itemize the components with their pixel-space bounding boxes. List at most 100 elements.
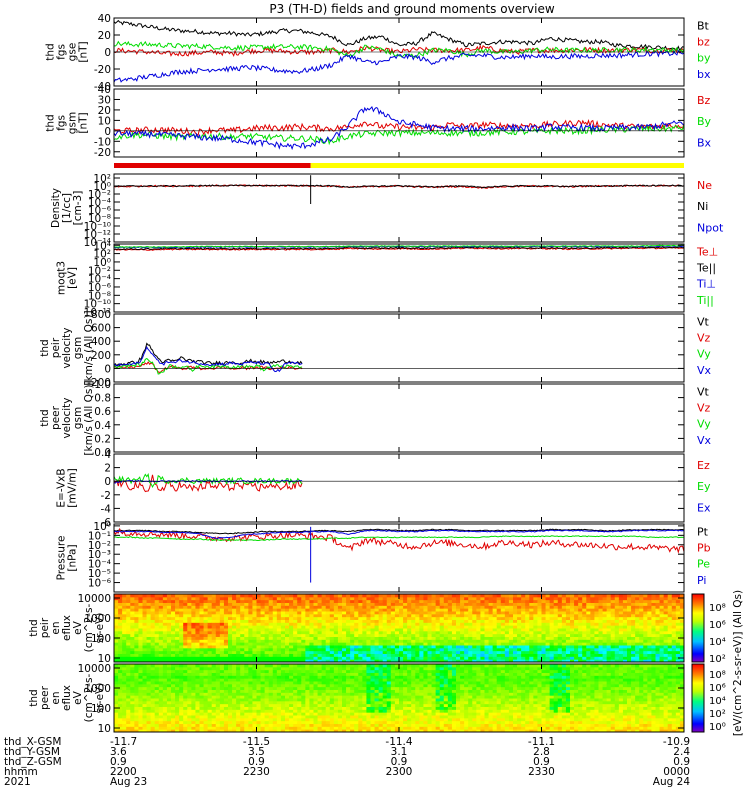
heatmap-cell (627, 639, 632, 643)
heatmap-cell (342, 630, 347, 635)
heatmap-cell (663, 647, 669, 652)
heatmap-cell (154, 720, 160, 724)
heatmap-cell (154, 622, 160, 626)
heatmap-cell (533, 596, 538, 601)
heatmap-cell (268, 605, 274, 609)
heatmap-cell (582, 656, 587, 660)
heatmap-cell (207, 613, 213, 618)
heatmap-cell (297, 683, 302, 688)
heatmap-cell (500, 616, 506, 620)
heatmap-cell (419, 653, 424, 657)
heatmap-cell (276, 645, 282, 649)
heatmap-cell (329, 594, 335, 598)
heatmap-cell (545, 594, 551, 598)
heatmap-cell (142, 622, 148, 626)
heatmap-cell (203, 706, 209, 710)
heatmap-cell (130, 625, 135, 629)
heatmap-cell (439, 633, 445, 637)
heatmap-cell (370, 642, 376, 646)
heatmap-cell (321, 599, 327, 603)
heatmap-cell (187, 703, 192, 707)
heatmap-cell (627, 650, 632, 654)
heatmap-cell (606, 611, 612, 615)
heatmap-cell (525, 599, 530, 603)
heatmap-cell (627, 642, 632, 646)
heatmap-cell (158, 681, 164, 685)
heatmap-cell (240, 647, 245, 652)
heatmap-cell (126, 616, 131, 620)
heatmap-cell (549, 611, 555, 615)
heatmap-cell (223, 729, 229, 733)
heatmap-cell (317, 599, 323, 603)
y-tick-label: -40 (94, 81, 111, 93)
heatmap-cell (276, 616, 282, 620)
heatmap-cell (191, 675, 196, 679)
heatmap-cell (146, 683, 152, 688)
heatmap-cell (521, 630, 526, 635)
heatmap-cell (211, 619, 217, 623)
heatmap-cell (256, 681, 262, 685)
heatmap-cell (602, 594, 608, 598)
heatmap-cell (244, 726, 249, 730)
heatmap-cell (321, 602, 327, 606)
heatmap-cell (423, 630, 428, 635)
heatmap-cell (126, 647, 131, 652)
heatmap-cell (358, 605, 363, 609)
heatmap-cell (171, 692, 176, 696)
heatmap-cell (272, 709, 278, 713)
heatmap-cell (195, 650, 200, 654)
heatmap-cell (504, 645, 510, 649)
heatmap-cell (211, 729, 217, 733)
heatmap-cell (460, 633, 465, 637)
heatmap-cell (154, 642, 160, 646)
heatmap-cell (321, 666, 327, 671)
heatmap-cell (321, 703, 327, 707)
heatmap-cell (293, 611, 298, 615)
heatmap-cell (329, 656, 335, 660)
heatmap-cell (130, 647, 135, 652)
heatmap-cell (488, 642, 494, 646)
heatmap-cell (293, 633, 298, 637)
heatmap-cell (122, 712, 127, 716)
heatmap-cell (561, 611, 567, 615)
heatmap-cell (329, 622, 335, 626)
heatmap-cell (175, 720, 180, 724)
heatmap-cell (557, 608, 563, 612)
heatmap-cell (293, 729, 298, 733)
heatmap-cell (244, 692, 249, 696)
heatmap-cell (130, 645, 135, 649)
heatmap-cell (138, 695, 143, 699)
heatmap-cell (232, 717, 237, 722)
heatmap-cell (570, 647, 575, 652)
heatmap-cell (236, 656, 241, 660)
heatmap-cell (175, 611, 180, 615)
heatmap-cell (659, 622, 665, 626)
heatmap-cell (256, 599, 262, 603)
heatmap-cell (411, 639, 416, 643)
heatmap-cell (565, 616, 571, 620)
heatmap-cell (114, 639, 119, 643)
heatmap-cell (313, 686, 319, 690)
heatmap-cell (651, 605, 656, 609)
heatmap-cell (602, 636, 608, 640)
heatmap-cell (565, 619, 571, 623)
heatmap-cell (663, 608, 669, 612)
heatmap-cell (142, 689, 148, 693)
heatmap-cell (667, 625, 673, 629)
heatmap-cell (305, 608, 310, 612)
heatmap-cell (211, 656, 217, 660)
heatmap-cell (305, 594, 310, 598)
heatmap-cell (610, 605, 616, 609)
heatmap-cell (358, 625, 363, 629)
heatmap-cell (154, 625, 160, 629)
heatmap-cell (215, 689, 221, 693)
heatmap-cell (293, 602, 298, 606)
heatmap-cell (390, 625, 396, 629)
heatmap-cell (333, 639, 339, 643)
heatmap-cell (374, 636, 380, 640)
legend-entry: by (697, 52, 711, 65)
heatmap-cell (447, 650, 453, 654)
heatmap-cell (574, 639, 579, 643)
heatmap-cell (386, 613, 392, 618)
heatmap-cell (460, 622, 465, 626)
